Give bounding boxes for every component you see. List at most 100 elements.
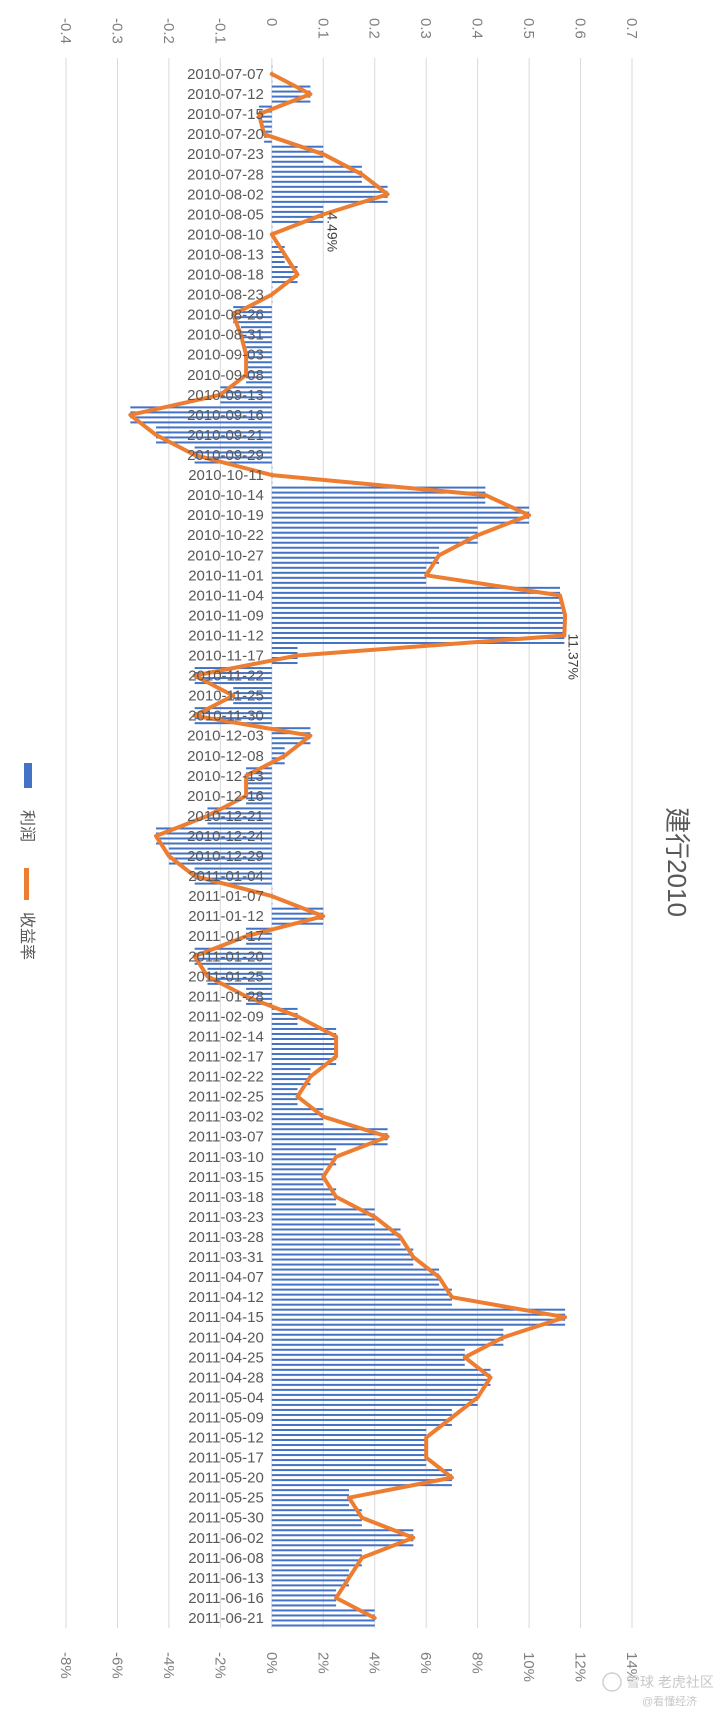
profit-bar (233, 321, 272, 324)
profit-bar (271, 1158, 337, 1161)
profit-bar (271, 1032, 337, 1035)
profit-bar (246, 787, 272, 790)
profit-bar (271, 1238, 401, 1241)
profit-bar (271, 1464, 427, 1467)
profit-bar (271, 1328, 504, 1331)
profit-bar (271, 1037, 337, 1040)
profit-bar (271, 1353, 465, 1356)
profit-bar (271, 762, 285, 765)
profit-bar (271, 571, 427, 574)
category-label: 2010-07-28 (187, 166, 264, 183)
profit-bar (271, 90, 311, 93)
profit-bar (271, 471, 273, 474)
profit-bar (271, 185, 388, 188)
profit-bar (271, 1418, 452, 1421)
category-label: 2010-10-22 (187, 527, 264, 544)
profit-bar (271, 1368, 491, 1371)
profit-bar (271, 1163, 337, 1166)
profit-bar (271, 215, 324, 218)
profit-bar (271, 1198, 337, 1201)
category-label: 2011-01-17 (188, 928, 264, 945)
profit-bar (271, 1308, 566, 1311)
profit-bar (246, 802, 272, 805)
profit-bar (156, 431, 272, 434)
profit-bar (271, 190, 388, 193)
profit-bar (271, 266, 298, 269)
profit-bar (246, 797, 272, 800)
category-label: 2011-05-30 (188, 1510, 264, 1527)
category-label: 2011-06-21 (188, 1610, 264, 1627)
category-label: 2011-04-20 (188, 1329, 264, 1346)
profit-bar (271, 301, 273, 304)
profit-bar (271, 1088, 298, 1091)
profit-bar (271, 652, 298, 655)
profit-bar (271, 887, 273, 890)
profit-bar (194, 872, 272, 875)
category-label: 2011-06-16 (188, 1590, 264, 1607)
profit-bar (271, 1604, 337, 1607)
profit-bar (271, 205, 324, 208)
profit-bar (207, 822, 272, 825)
profit-bar (271, 1303, 452, 1306)
profit-bar (271, 897, 273, 900)
category-label: 2011-03-10 (188, 1149, 264, 1166)
profit-bar (264, 125, 272, 128)
profit-bar (271, 1564, 362, 1567)
profit-bar (271, 561, 440, 564)
return-tick-label: 14% (623, 1652, 640, 1682)
profit-bar (271, 1168, 324, 1171)
category-label: 2010-08-26 (187, 307, 264, 324)
profit-bar (271, 912, 324, 915)
profit-bar (271, 70, 273, 73)
profit-bar (168, 857, 272, 860)
profit-bar (240, 341, 272, 344)
profit-bar (246, 1002, 272, 1005)
profit-bar (271, 1183, 324, 1186)
profit-bar (271, 596, 560, 599)
category-label: 2010-08-18 (187, 267, 264, 284)
profit-bar (246, 987, 272, 990)
profit-bar (271, 255, 285, 258)
profit-bar (271, 526, 478, 529)
profit-bar (271, 220, 324, 223)
profit-bar (271, 160, 324, 163)
category-label: 2010-08-13 (187, 246, 264, 263)
category-label: 2010-08-31 (187, 327, 264, 344)
profit-bar (271, 1263, 414, 1266)
profit-bar (194, 677, 272, 680)
profit-bar (271, 616, 566, 619)
profit-bar (271, 1208, 375, 1211)
profit-bar (271, 556, 440, 559)
profit-bar (271, 1027, 337, 1030)
profit-bar (246, 992, 272, 995)
profit-bar (194, 717, 272, 720)
category-label: 2010-11-30 (188, 708, 264, 725)
profit-bar (271, 1218, 375, 1221)
profit-bar (194, 882, 272, 885)
profit-bar (271, 1053, 337, 1056)
profit-bar (271, 1338, 504, 1341)
profit-bar (271, 1504, 349, 1507)
profit-bar (271, 1043, 337, 1046)
watermark-sub: @看懂经济 (642, 1694, 697, 1708)
profit-bar (246, 361, 272, 364)
profit-bar (271, 1058, 337, 1061)
profit-bar (220, 401, 272, 404)
profit-bar (233, 311, 272, 314)
profit-bar (271, 1428, 427, 1431)
profit-bar (271, 1549, 362, 1552)
profit-bar (271, 1479, 452, 1482)
profit-bar (156, 827, 272, 830)
profit-bar (194, 456, 272, 459)
profit-bar (130, 421, 272, 424)
category-label: 2011-02-22 (188, 1069, 264, 1086)
profit-bar (271, 646, 298, 649)
profit-bar (258, 120, 272, 123)
profit-bar (271, 601, 560, 604)
profit-axis-ticks: -0.4 -0.3 -0.2 -0.1 0 0.1 0.2 0.3 0.4 0.5 0.6 0.7 (57, 18, 640, 44)
profit-bar (240, 331, 272, 334)
profit-bar (194, 962, 272, 965)
category-label: 2011-05-25 (188, 1490, 264, 1507)
profit-bar (207, 817, 272, 820)
